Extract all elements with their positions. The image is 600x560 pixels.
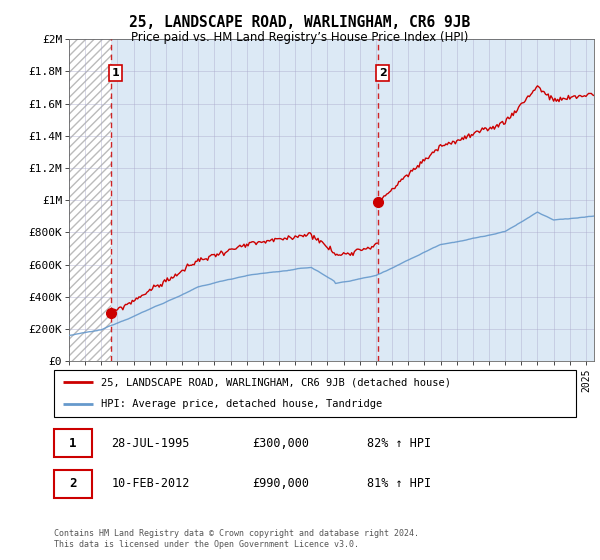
Text: 2: 2 [69,477,77,490]
Text: £990,000: £990,000 [253,477,310,490]
Text: 81% ↑ HPI: 81% ↑ HPI [367,477,431,490]
Text: Contains HM Land Registry data © Crown copyright and database right 2024.
This d: Contains HM Land Registry data © Crown c… [54,529,419,549]
Text: Price paid vs. HM Land Registry’s House Price Index (HPI): Price paid vs. HM Land Registry’s House … [131,31,469,44]
Text: 25, LANDSCAPE ROAD, WARLINGHAM, CR6 9JB (detached house): 25, LANDSCAPE ROAD, WARLINGHAM, CR6 9JB … [101,377,451,388]
Bar [54,430,92,457]
Text: 1: 1 [69,437,77,450]
Text: 82% ↑ HPI: 82% ↑ HPI [367,437,431,450]
Polygon shape [69,39,110,361]
Text: £300,000: £300,000 [253,437,310,450]
Bar [54,470,92,497]
Text: 25, LANDSCAPE ROAD, WARLINGHAM, CR6 9JB: 25, LANDSCAPE ROAD, WARLINGHAM, CR6 9JB [130,15,470,30]
Text: 28-JUL-1995: 28-JUL-1995 [112,437,190,450]
Text: 1: 1 [112,68,119,78]
Text: 2: 2 [379,68,386,78]
Text: HPI: Average price, detached house, Tandridge: HPI: Average price, detached house, Tand… [101,399,382,409]
Text: 10-FEB-2012: 10-FEB-2012 [112,477,190,490]
